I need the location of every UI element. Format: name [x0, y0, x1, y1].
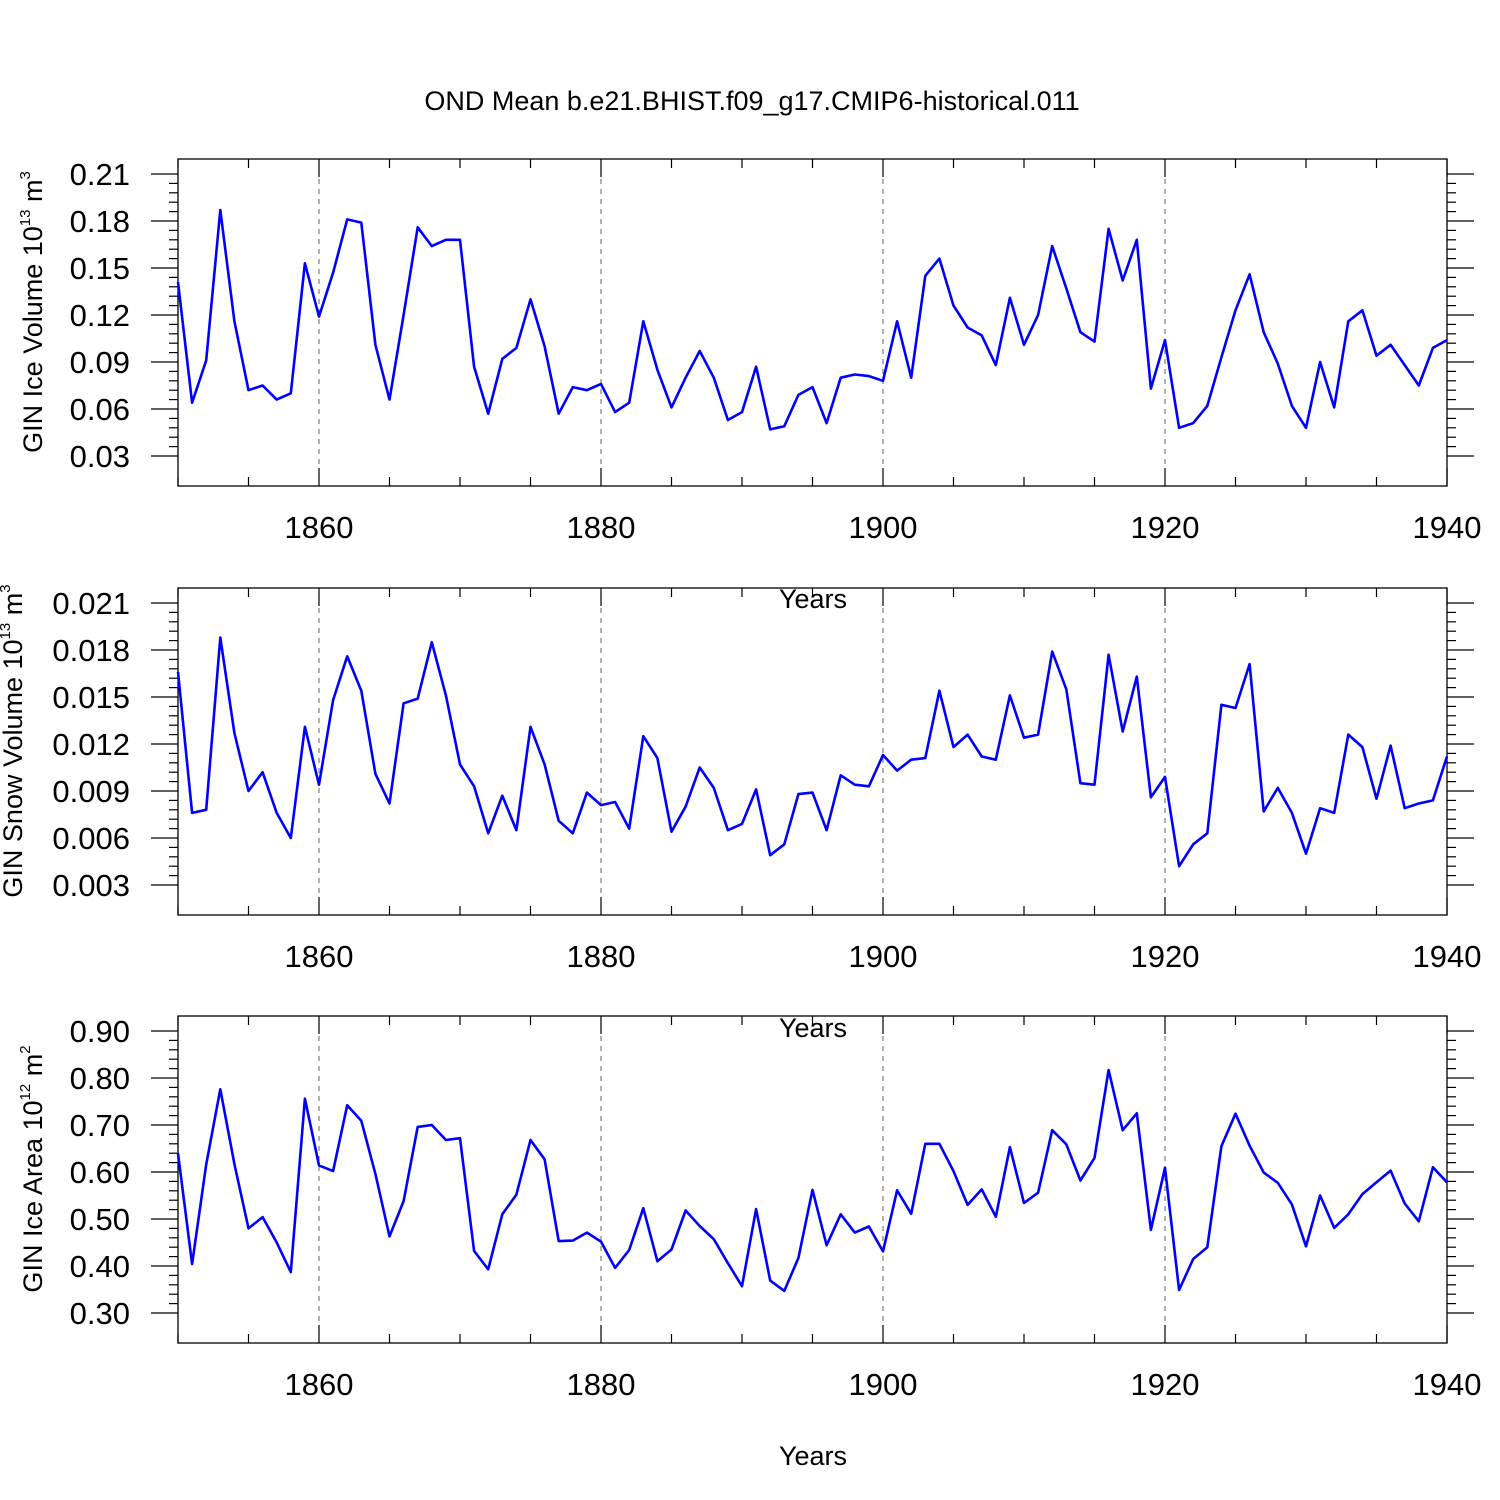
- y-tick-label: 0.12: [70, 298, 130, 333]
- y-axis-label-exponent: 12: [17, 1084, 34, 1101]
- y-tick-label: 0.80: [70, 1061, 130, 1096]
- y-tick-label: 0.50: [70, 1202, 130, 1237]
- y-axis-label: GIN Ice Volume 1013 m3: [17, 171, 48, 453]
- series-line: [176, 636, 1449, 868]
- x-tick-label: 1880: [567, 1367, 636, 1402]
- y-tick-label: 0.40: [70, 1249, 130, 1284]
- x-tick-label: 1860: [285, 939, 354, 974]
- y-axis-label-unit: m: [18, 1054, 48, 1084]
- x-tick-label: 1880: [567, 939, 636, 974]
- x-tick-label: 1900: [849, 510, 918, 545]
- figure-title: OND Mean b.e21.BHIST.f09_g17.CMIP6-histo…: [424, 86, 1079, 116]
- y-tick-label: 0.021: [52, 586, 130, 621]
- y-tick-label: 0.006: [52, 821, 130, 856]
- x-tick-label: 1860: [285, 510, 354, 545]
- y-axis-label: GIN Snow Volume 1013 m3: [0, 584, 28, 897]
- x-tick-label: 1900: [849, 939, 918, 974]
- x-tick-label: 1880: [567, 510, 636, 545]
- x-tick-label: 1860: [285, 1367, 354, 1402]
- series-line: [176, 1068, 1448, 1293]
- chart-panel-3: 1860 1880 1900 1920 1940 0.30 0.40 0.50 0.60 0.70…: [17, 1014, 1481, 1471]
- y-tick-label: 0.06: [70, 392, 130, 427]
- chart-panel-2: 1860 1880 1900 1920 1940 0.003 0.006 0.009 0.012…: [0, 584, 1481, 1043]
- x-tick-label: 1920: [1131, 1367, 1200, 1402]
- y-tick-label: 0.60: [70, 1155, 130, 1190]
- series-line: [176, 208, 1448, 431]
- y-tick-label: 0.21: [70, 157, 130, 192]
- x-tick-label: 1940: [1413, 1367, 1482, 1402]
- y-tick-label: 0.18: [70, 204, 130, 239]
- y-axis-label-unit-exponent: 3: [0, 584, 14, 592]
- x-axis-label: Years: [779, 1441, 847, 1471]
- chart-panels: 1860 1880 1900 1920 1940 0.03 0.06 0.09 0.12 0.15…: [0, 157, 1481, 1471]
- y-axis-label-exponent: 13: [0, 623, 14, 640]
- chart-panel-1: 1860 1880 1900 1920 1940 0.03 0.06 0.09 0.12 0.15…: [17, 157, 1481, 614]
- y-axis-label-unit-exponent: 3: [17, 171, 34, 179]
- y-tick-label: 0.012: [52, 727, 130, 762]
- x-tick-label: 1920: [1131, 939, 1200, 974]
- y-tick-label: 0.70: [70, 1108, 130, 1143]
- y-tick-label: 0.009: [52, 774, 130, 809]
- y-tick-label: 0.003: [52, 868, 130, 903]
- y-axis-label-text: GIN Snow Volume 10: [0, 639, 28, 897]
- y-tick-label: 0.03: [70, 439, 130, 474]
- y-axis-label-unit: m: [0, 593, 28, 623]
- x-tick-label: 1900: [849, 1367, 918, 1402]
- y-tick-label: 0.09: [70, 345, 130, 380]
- y-tick-label: 0.15: [70, 251, 130, 286]
- y-axis-label-unit: m: [18, 180, 48, 210]
- y-axis-label-exponent: 13: [17, 210, 34, 227]
- x-tick-label: 1940: [1413, 939, 1482, 974]
- x-tick-label: 1920: [1131, 510, 1200, 545]
- y-axis-label-unit-exponent: 2: [17, 1045, 34, 1053]
- y-axis-label-text: GIN Ice Volume 10: [18, 226, 48, 453]
- y-tick-label: 0.018: [52, 633, 130, 668]
- y-tick-label: 0.30: [70, 1296, 130, 1331]
- y-tick-label: 0.90: [70, 1014, 130, 1049]
- y-axis-label: GIN Ice Area 1012 m2: [17, 1045, 48, 1292]
- y-tick-label: 0.015: [52, 680, 130, 715]
- x-tick-label: 1940: [1413, 510, 1482, 545]
- y-axis-label-text: GIN Ice Area 10: [18, 1100, 48, 1292]
